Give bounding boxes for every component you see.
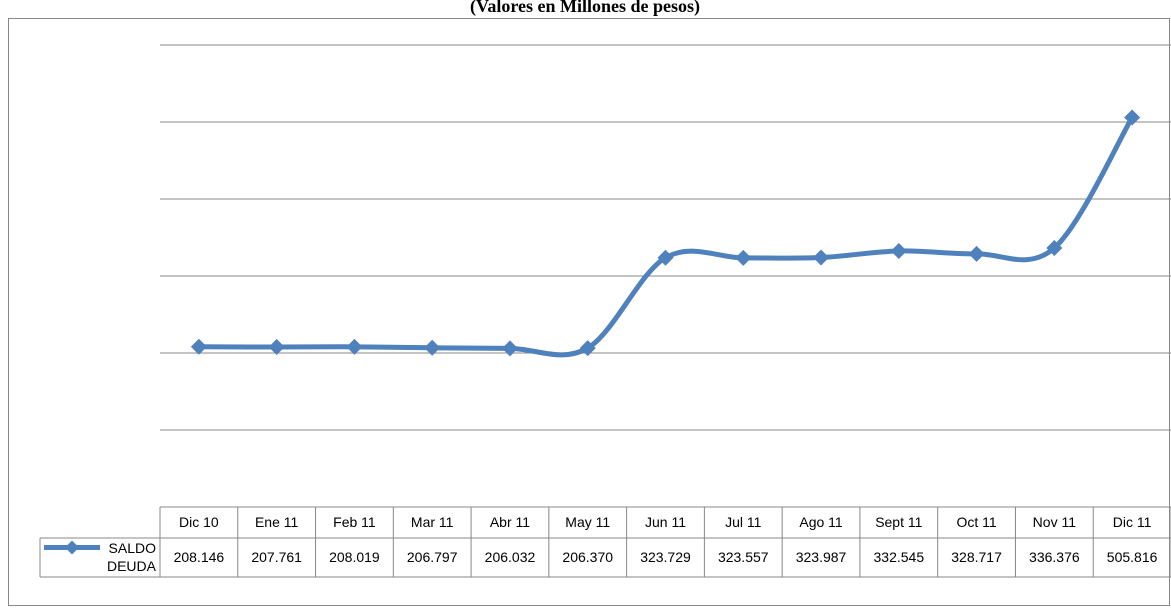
marker: [1124, 109, 1141, 126]
marker: [968, 245, 985, 262]
table-value: 208.019: [329, 549, 380, 565]
table-value: 323.987: [796, 549, 847, 565]
x-tick-label: Jun 11: [645, 514, 686, 530]
x-tick-label: Jul 11: [725, 514, 762, 530]
marker: [190, 338, 207, 355]
legend-marker: [65, 540, 79, 555]
marker: [346, 338, 363, 355]
x-tick-label: Nov 11: [1033, 514, 1077, 530]
x-tick-label: Dic 10: [179, 514, 219, 530]
table-value: 323.729: [640, 549, 691, 565]
marker: [735, 249, 752, 266]
x-tick-label: Feb 11: [333, 514, 376, 530]
marker: [501, 340, 518, 357]
x-tick-label: Sept 11: [875, 514, 922, 530]
table-value: 336.376: [1029, 549, 1080, 565]
marker: [890, 242, 907, 259]
marker: [579, 340, 596, 357]
legend-label-box: SALDO DEUDA: [106, 540, 156, 574]
table-value: 206.032: [485, 549, 536, 565]
x-tick-label: Mar 11: [411, 514, 454, 530]
marker: [813, 249, 830, 266]
marker: [657, 249, 674, 266]
table-value: 323.557: [718, 549, 769, 565]
table-value: 207.761: [251, 549, 302, 565]
x-tick-label: Dic 11: [1113, 514, 1152, 530]
legend-label: SALDO DEUDA: [106, 540, 156, 574]
chart-title: (Valores en Millones de pesos): [470, 0, 700, 17]
marker: [424, 339, 441, 356]
x-tick-label: Ene 11: [255, 514, 299, 530]
marker: [268, 339, 285, 356]
table-value: 208.146: [174, 549, 225, 565]
x-tick-label: Oct 11: [956, 514, 996, 530]
table-value: 328.717: [951, 549, 1002, 565]
marker: [1046, 239, 1063, 256]
table-value: 206.797: [407, 549, 458, 565]
table-value: 332.545: [874, 549, 925, 565]
x-tick-label: Abr 11: [490, 514, 530, 530]
x-tick-label: May 11: [565, 514, 610, 530]
chart-border: [8, 18, 1170, 606]
table-value: 505.816: [1107, 549, 1158, 565]
table-value: 206.370: [562, 549, 613, 565]
x-tick-label: Ago 11: [799, 514, 843, 530]
